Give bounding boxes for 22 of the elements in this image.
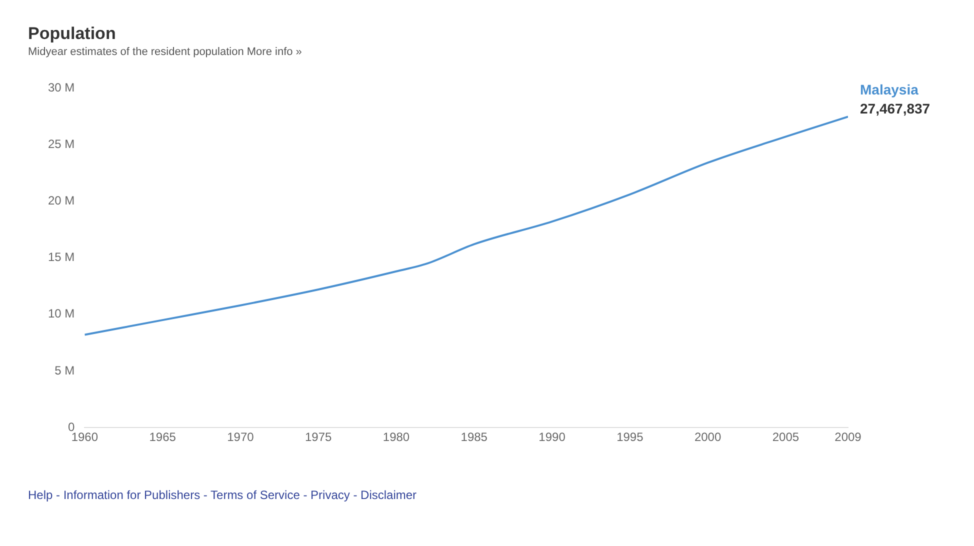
text: Help - Information for Publishers - Terms of Service - Privacy - Disclaimer xyxy=(28,488,418,502)
x-tick-label: 1970 xyxy=(227,430,254,444)
line-series xyxy=(84,116,848,336)
x-tick-label: 1965 xyxy=(149,430,176,444)
y-tick-label: 30 M xyxy=(48,80,75,94)
x-tick-label: 2009 xyxy=(834,430,862,444)
y-tick-label: 25 M xyxy=(48,136,75,151)
x-tick-label: 1980 xyxy=(382,430,410,444)
data-label: 27,467,837 xyxy=(860,100,930,117)
x-tick-label: 1990 xyxy=(538,430,566,444)
chart-title: Population xyxy=(28,24,117,44)
x-tick-label: 1985 xyxy=(460,430,488,444)
chart-subtitle: Midyear estimates of the resident population More info » xyxy=(28,46,303,58)
x-tick-label: 2005 xyxy=(772,430,800,444)
y-tick-label: 15 M xyxy=(48,250,75,264)
x-tick-label: 1975 xyxy=(304,430,332,444)
y-tick-label: 20 M xyxy=(48,194,75,208)
series-label: Malaysia xyxy=(860,82,919,98)
y-tick-label: 10 M xyxy=(48,306,75,321)
x-tick-label: 2000 xyxy=(694,430,722,444)
y-tick-label: 5 M xyxy=(54,363,75,378)
x-tick-label: 1995 xyxy=(616,430,644,444)
